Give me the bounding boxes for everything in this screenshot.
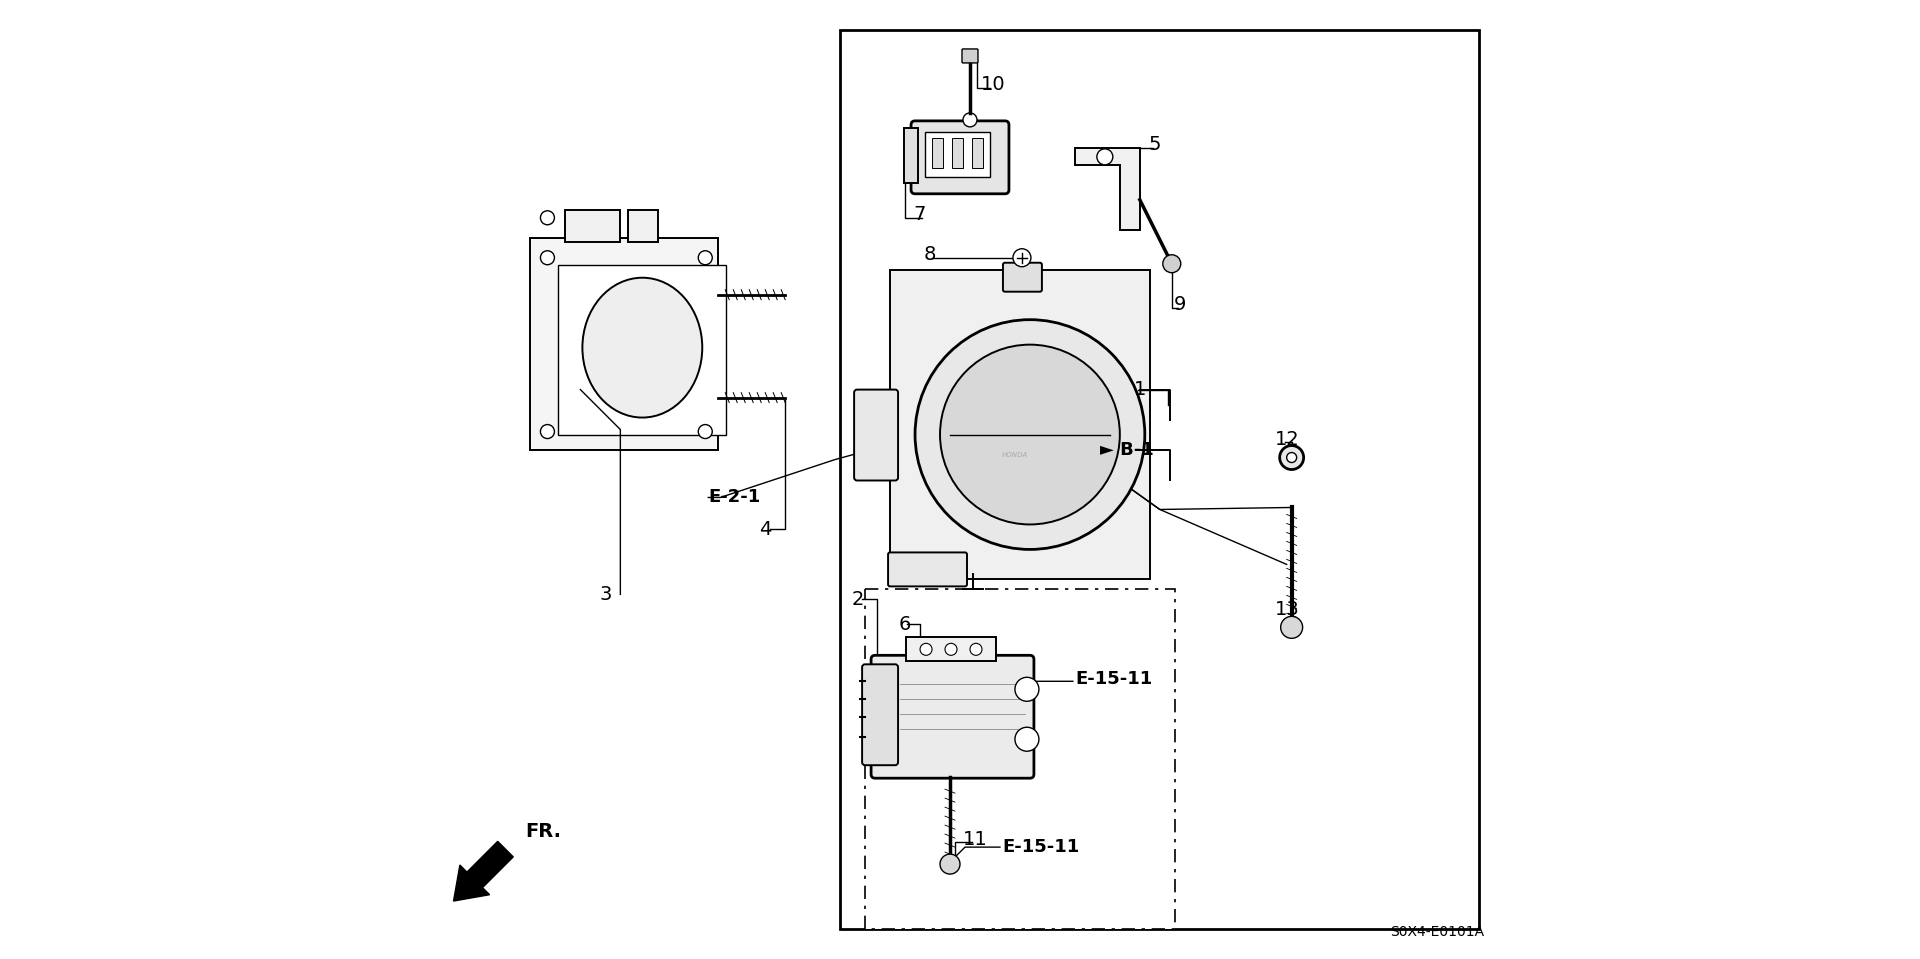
FancyBboxPatch shape (912, 121, 1008, 194)
Circle shape (540, 250, 555, 265)
Text: 5: 5 (1148, 135, 1162, 154)
Ellipse shape (582, 278, 703, 417)
FancyBboxPatch shape (931, 138, 943, 168)
Circle shape (699, 425, 712, 438)
Text: 10: 10 (981, 76, 1006, 94)
Text: E-2-1: E-2-1 (708, 488, 760, 506)
Text: 6: 6 (899, 615, 912, 634)
FancyBboxPatch shape (962, 49, 977, 63)
Circle shape (1016, 727, 1039, 751)
FancyArrow shape (453, 841, 513, 901)
Text: 1: 1 (1133, 380, 1146, 399)
Circle shape (1286, 453, 1296, 462)
Circle shape (916, 319, 1144, 550)
Text: 12: 12 (1275, 430, 1300, 449)
Text: FR.: FR. (526, 822, 561, 841)
FancyBboxPatch shape (1002, 263, 1043, 292)
Polygon shape (891, 269, 1150, 579)
FancyBboxPatch shape (925, 131, 991, 176)
Text: 11: 11 (962, 830, 987, 849)
Bar (866, 590, 1175, 929)
Text: HONDA: HONDA (1002, 452, 1027, 457)
Text: 13: 13 (1275, 600, 1300, 619)
Text: ► B-1: ► B-1 (1100, 440, 1154, 458)
Bar (841, 30, 1480, 929)
Text: 3: 3 (599, 585, 612, 604)
Text: 8: 8 (924, 246, 937, 265)
Circle shape (945, 643, 956, 655)
FancyBboxPatch shape (854, 389, 899, 480)
Circle shape (970, 643, 981, 655)
Circle shape (1281, 617, 1302, 639)
FancyBboxPatch shape (872, 655, 1035, 778)
Circle shape (540, 211, 555, 224)
Circle shape (1014, 248, 1031, 267)
Circle shape (941, 854, 960, 874)
Text: E-15-11: E-15-11 (1002, 838, 1079, 856)
Circle shape (1096, 149, 1114, 165)
Circle shape (1279, 446, 1304, 470)
Text: 4: 4 (758, 520, 772, 539)
Polygon shape (1075, 148, 1140, 230)
Bar (530, 238, 718, 450)
Bar (628, 210, 659, 242)
FancyBboxPatch shape (889, 552, 968, 586)
FancyBboxPatch shape (972, 138, 983, 168)
Text: 7: 7 (914, 205, 925, 224)
Text: 9: 9 (1173, 295, 1187, 315)
Circle shape (964, 113, 977, 127)
Circle shape (920, 643, 931, 655)
FancyBboxPatch shape (904, 128, 918, 183)
Circle shape (540, 425, 555, 438)
Circle shape (1164, 255, 1181, 272)
FancyBboxPatch shape (862, 665, 899, 765)
Bar (564, 210, 620, 242)
Circle shape (699, 250, 712, 265)
Text: 2: 2 (852, 590, 864, 609)
Text: S0X4-E0101A: S0X4-E0101A (1390, 925, 1484, 939)
Circle shape (1016, 677, 1039, 701)
Bar (559, 265, 726, 434)
Circle shape (941, 344, 1119, 525)
Text: E-15-11: E-15-11 (1075, 670, 1152, 689)
FancyBboxPatch shape (906, 638, 996, 662)
FancyBboxPatch shape (952, 138, 964, 168)
